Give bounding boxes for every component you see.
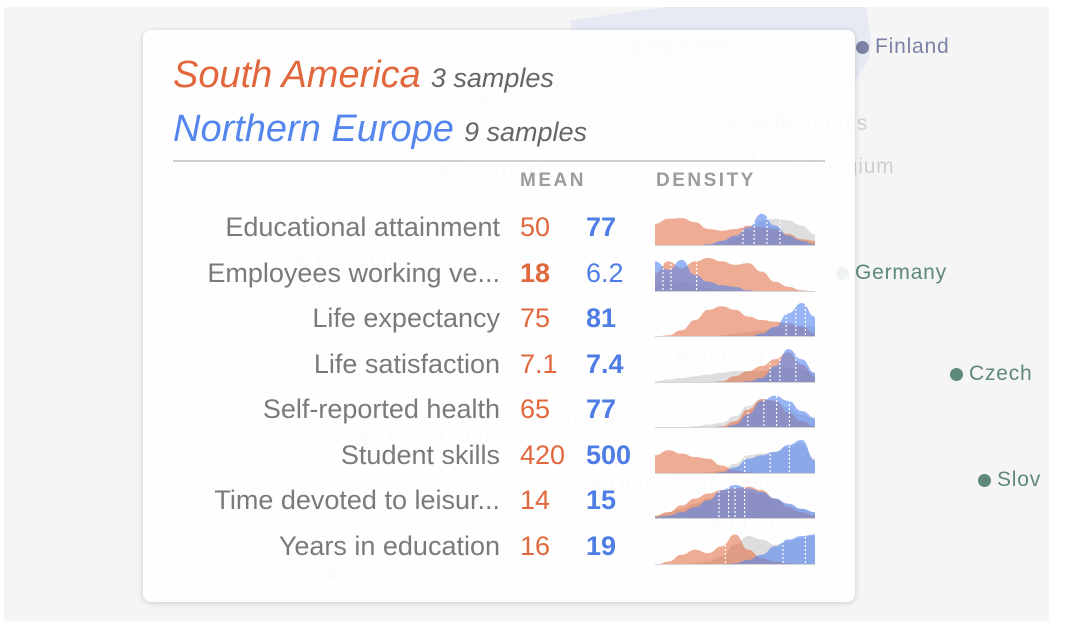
northern-europe-mean: 81 [586,303,617,333]
northern-europe-mean: 500 [586,439,632,470]
northern-europe-density-area [655,485,815,519]
density-sparkline [655,395,815,428]
northern-europe-density-area [655,348,815,383]
northern-europe-mean: 15 [586,485,617,515]
metric-row: Educational attainment 50 77 [143,205,855,249]
metric-label: Life satisfaction [313,348,500,379]
density-sparkline [655,348,815,383]
mean-column-header: MEAN [520,170,586,191]
density-sparkline [655,485,815,519]
northern-europe-density-area [655,259,815,292]
south-america-mean: 16 [520,530,551,561]
northern-europe-density-area [655,533,815,565]
south-america-mean: 18 [520,257,551,288]
metric-row: Years in education 16 19 [143,524,855,568]
metric-row: Life expectancy 75 81 [143,296,855,340]
metric-label: Student skills [340,439,500,470]
northern-europe-density-area [655,439,815,474]
metric-row: Employees working ve... 18 6.2 [143,251,855,295]
northern-europe-mean: 19 [586,530,617,561]
metric-label: Years in education [278,530,500,561]
header-divider [173,160,825,162]
group-1-header: South America 3 samples [173,54,554,97]
density-sparkline [655,532,815,565]
metric-row: Student skills 420 500 [143,433,855,477]
metric-label: Life expectancy [312,303,500,333]
group-2-name: Northern Europe [173,108,454,150]
northern-europe-mean: 77 [586,212,617,242]
northern-europe-density-area [655,303,815,337]
density-sparkline [655,213,815,246]
south-america-density-area [655,533,815,565]
metric-row: Self-reported health 65 77 [143,387,855,431]
metric-row: Time devoted to leisur... 14 15 [143,478,855,522]
south-america-density-area [655,449,815,474]
south-america-mean: 14 [520,485,551,515]
comparison-tooltip: South America 3 samples Northern Europe 9 … [143,30,855,602]
country-czech[interactable]: Czech [950,362,1033,386]
metric-label: Educational attainment [225,212,500,242]
density-sparkline [655,303,815,337]
country-dot-icon [950,367,963,381]
northern-europe-density-area [655,213,815,246]
country-label: Germany [855,261,947,284]
northern-europe-mean: 77 [586,394,617,424]
south-america-mean: 50 [520,212,551,242]
group-1-name: South America [173,54,421,96]
group-1-samples: 3 samples [430,63,554,93]
country-label: Finland [875,35,950,58]
south-america-mean: 65 [520,394,551,424]
south-america-mean: 420 [520,439,566,470]
group-2-samples: 9 samples [463,117,587,147]
country-label: Slov [997,468,1042,491]
country-dot-icon [856,40,869,54]
south-america-mean: 7.1 [520,348,558,379]
metric-label: Self-reported health [262,394,500,424]
northern-europe-mean: 6.2 [586,257,624,288]
metric-row: Life satisfaction 7.1 7.4 [143,342,855,386]
northern-europe-density-area [655,395,815,428]
group-2-header: Northern Europe 9 samples [173,108,587,151]
density-sparkline [655,257,815,292]
metric-label: Time devoted to leisur... [214,485,500,515]
country-finland[interactable]: Finland [856,35,949,59]
northern-europe-mean: 7.4 [586,348,624,379]
country-dot-icon [978,473,991,487]
density-sparkline [655,439,815,474]
south-america-mean: 75 [520,303,551,333]
metric-label: Employees working ve... [207,257,500,288]
country-label: Czech [969,362,1033,385]
country-slov[interactable]: Slov [978,468,1041,492]
density-column-header: DENSITY [656,170,756,191]
